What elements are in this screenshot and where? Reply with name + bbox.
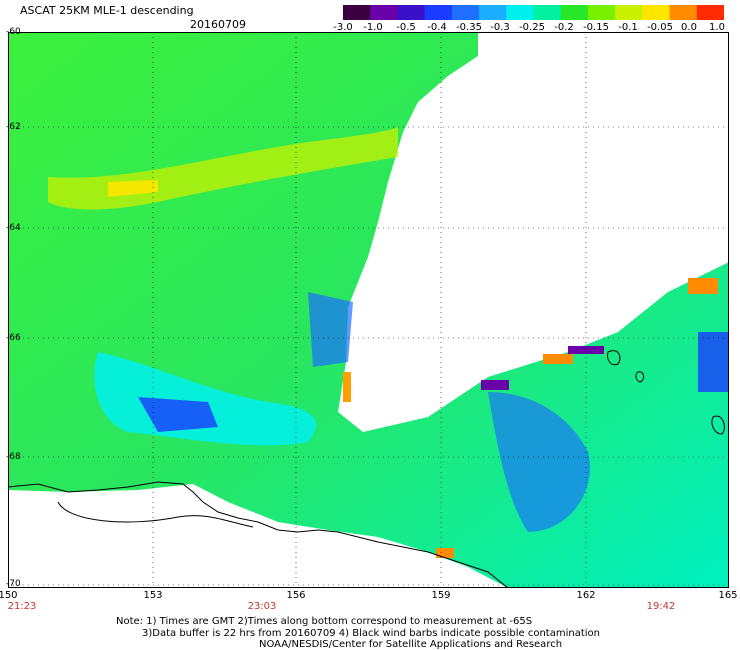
colorbar-segment: [533, 5, 562, 20]
island-outline: [635, 371, 645, 383]
colorbar-segment: [696, 5, 724, 20]
colorbar-segment: [615, 5, 643, 20]
colorbar-segment: [343, 5, 371, 20]
colorbar-label: -0.05: [647, 22, 673, 33]
colorbar-label: -0.3: [490, 22, 510, 33]
time-label: 19:42: [646, 601, 676, 612]
coastline-inland: [57, 501, 254, 528]
colorbar-segment: [424, 5, 453, 20]
island-outline: [711, 415, 725, 435]
edge-cell-purple: [568, 346, 604, 354]
colorbar-segment: [506, 5, 534, 20]
footnote-line-2: 3)Data buffer is 22 hrs from 20160709 4)…: [142, 628, 600, 639]
low-value-zone-east: [488, 392, 590, 532]
edge-cell-orange: [343, 372, 351, 402]
color-scale-bar: [343, 5, 724, 20]
footnote-line-3: NOAA/NESDIS/Center for Satellite Applica…: [259, 639, 563, 650]
latitude-label: -68: [6, 452, 21, 462]
colorbar-segment: [642, 5, 671, 20]
edge-cell-orange: [436, 548, 454, 558]
high-value-core: [108, 180, 158, 197]
colorbar-label: -0.15: [583, 22, 609, 33]
colorbar-label: -3.0: [333, 22, 353, 33]
low-value-zone-far-east: [698, 332, 729, 392]
longitude-label: 150: [0, 590, 18, 601]
colorbar-segment: [397, 5, 426, 20]
colorbar-label: 1.0: [709, 22, 725, 33]
edge-cell-orange: [688, 278, 718, 294]
latitude-label: -66: [6, 333, 21, 343]
colorbar-label: -0.4: [427, 22, 447, 33]
data-swath-west: [8, 32, 729, 588]
longitude-label: 162: [576, 590, 596, 601]
edge-cell-purple: [481, 380, 509, 390]
latitude-label: -60: [6, 27, 21, 37]
plot-frame: [8, 32, 729, 588]
latitude-label: -64: [6, 223, 21, 233]
grid-lines: [8, 32, 729, 588]
colorbar-segment: [479, 5, 507, 20]
map-title: ASCAT 25KM MLE-1 descending: [20, 4, 194, 17]
colorbar-label: -1.0: [363, 22, 383, 33]
longitude-label: 156: [286, 590, 306, 601]
time-label: 23:03: [247, 601, 277, 612]
time-label: 21:23: [7, 601, 37, 612]
latitude-label: -62: [6, 122, 21, 132]
longitude-label: 159: [431, 590, 451, 601]
colorbar-segment: [587, 5, 616, 20]
low-value-core-west: [138, 397, 218, 432]
colorbar-label: -0.25: [519, 22, 545, 33]
colorbar-label: -0.35: [456, 22, 482, 33]
colorbar-label: -0.5: [396, 22, 416, 33]
map-date: 20160709: [190, 18, 246, 31]
low-value-zone-west: [94, 352, 316, 446]
footnote-line-1: Note: 1) Times are GMT 2)Times along bot…: [116, 616, 533, 627]
colorbar-segment: [370, 5, 398, 20]
color-scale-labels: -3.0 -1.0 -0.5 -0.4 -0.35 -0.3 -0.25 -0.…: [333, 22, 725, 36]
longitude-label: 153: [143, 590, 163, 601]
colorbar-segment: [669, 5, 698, 20]
latitude-label: -70: [6, 579, 21, 589]
island-outline: [607, 350, 621, 366]
map-plot-area: [8, 32, 729, 588]
coastline: [8, 481, 509, 588]
longitude-label: 165: [718, 590, 738, 601]
colorbar-label: 0.0: [681, 22, 697, 33]
low-value-zone-center: [308, 292, 353, 367]
colorbar-label: -0.2: [554, 22, 574, 33]
colorbar-segment: [560, 5, 589, 20]
colorbar-segment: [451, 5, 480, 20]
edge-cell-orange: [543, 354, 573, 364]
colorbar-label: -0.1: [618, 22, 638, 33]
